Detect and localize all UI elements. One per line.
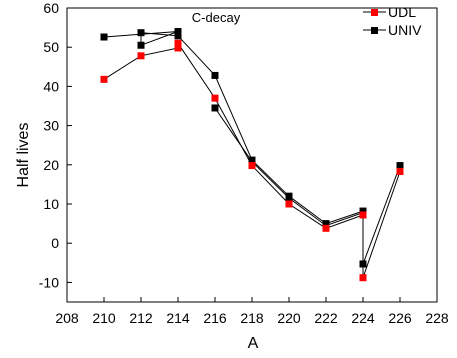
x-tick-label: 208	[55, 310, 79, 326]
data-point-univ	[285, 192, 293, 200]
data-point-univ	[322, 220, 330, 228]
data-point-univ	[211, 71, 219, 79]
data-point-extra	[211, 104, 219, 112]
ticks-layer: 208 210 212 214 216 218 220 222 224 226 228 -10 0 10 2…	[39, 0, 449, 326]
x-axis-title: A	[248, 335, 259, 352]
y-tick-label: 10	[43, 196, 59, 212]
y-tick-label: 30	[43, 118, 59, 134]
data-point-univ	[359, 207, 367, 215]
y-axis-title: Half lives	[15, 123, 32, 188]
y-tick-label: 50	[43, 39, 59, 55]
data-point-univ	[137, 41, 145, 49]
y-tick-label: 0	[51, 235, 59, 251]
x-tick-label: 210	[92, 310, 116, 326]
series-layer	[100, 28, 404, 282]
plot-frame	[66, 7, 438, 303]
data-point-univ	[137, 29, 145, 37]
x-tick-label: 212	[129, 310, 153, 326]
data-point-udl	[174, 44, 182, 52]
data-point-udl	[100, 75, 108, 83]
x-tick-label: 216	[203, 310, 227, 326]
data-point-udl	[359, 211, 367, 219]
legend-item-udl: UDL	[363, 4, 416, 20]
x-tick-label: 228	[425, 310, 449, 326]
data-point-udl	[248, 162, 256, 170]
data-point-udl	[322, 224, 330, 232]
data-point-udl	[137, 52, 145, 60]
data-point-udl	[174, 39, 182, 47]
legend-marker-udl	[371, 9, 378, 16]
data-point-udl	[396, 167, 404, 175]
legend-label-udl: UDL	[388, 4, 416, 20]
data-point-udl	[285, 200, 293, 208]
data-point-univ	[359, 260, 367, 268]
legend: UDL UNIV	[363, 4, 422, 38]
chart-title: C-decay	[192, 10, 241, 25]
legend-label-univ: UNIV	[388, 22, 422, 38]
legend-item-univ: UNIV	[363, 22, 422, 38]
x-tick-label: 218	[240, 310, 264, 326]
series-line-univ	[103, 31, 401, 265]
y-tick-label: 20	[43, 157, 59, 173]
data-point-udl	[211, 94, 219, 102]
x-tick-label: 220	[277, 310, 301, 326]
x-tick-label: 214	[166, 310, 190, 326]
data-point-univ	[174, 28, 182, 36]
x-tick-label: 226	[388, 310, 412, 326]
data-point-univ	[396, 162, 404, 170]
x-tick-label: 222	[314, 310, 338, 326]
data-point-univ	[248, 156, 256, 164]
y-tick-label: 60	[43, 0, 59, 16]
y-tick-label: -10	[39, 274, 59, 290]
legend-marker-univ	[371, 27, 378, 34]
y-tick-label: 40	[43, 78, 59, 94]
x-tick-label: 224	[351, 310, 375, 326]
data-point-univ	[100, 33, 108, 41]
data-point-udl	[359, 274, 367, 282]
data-point-univ	[174, 32, 182, 40]
